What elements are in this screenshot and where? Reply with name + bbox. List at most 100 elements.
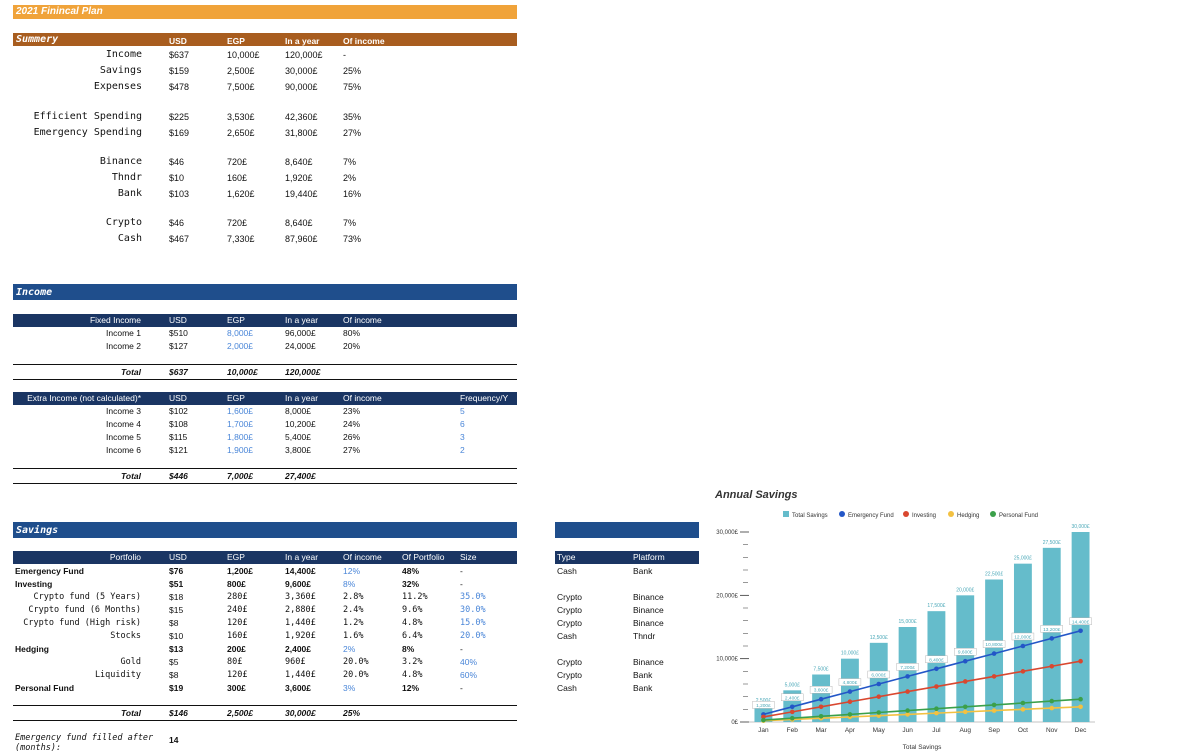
egp-cell: 8,000£ [227,328,253,338]
y-tick-label: 30,000£ [716,530,738,536]
table-row: Stocks $10 160£ 1,920£ 1.6% 6.4% 20.0% [13,630,517,643]
point-data-label: 9,600£ [958,650,973,656]
fixed-income-total-line [13,364,517,365]
extra-income-total-line [13,468,517,469]
summary-header: Summery USD EGP In a year Of income [13,33,517,46]
table-row-side: Crypto Binance [555,656,699,669]
savings-total-pct: 25% [343,708,361,718]
summary-usd-cell: $225 [169,112,190,122]
table-row: Income 2 $127 2,000£ 24,000£ 20% [13,340,517,353]
platform-cell: Binance [633,657,664,667]
bar-data-label: 22,500£ [985,572,1003,578]
portfolio-pct-cell: 4.8% [402,670,423,680]
series-line [763,706,1081,722]
size-cell: 15.0% [460,618,486,628]
income-section-bar: Income [13,284,517,300]
series-line [763,630,1081,716]
savings-header-type: Type [557,552,576,562]
summary-usd-cell: $637 [169,50,190,60]
savings-total-egp: 2,500£ [227,708,253,718]
income-section-title: Income [16,287,53,298]
series-point [934,710,939,716]
series-point [905,712,910,717]
series-point [1020,643,1026,649]
x-tick-label: Jul [932,727,941,734]
bar-data-label: 17,500£ [927,603,945,609]
summary-usd-cell: $46 [169,157,185,167]
savings-header-pct: Of income [343,552,382,562]
summary-usd-cell: $46 [169,218,185,228]
freq-cell: 5 [460,406,465,416]
egp-cell: 200£ [227,644,246,654]
year-cell: 3,600£ [285,683,311,693]
fixed-income-header-pct: Of income [343,315,382,325]
bar-data-label: 10,000£ [841,651,859,657]
usd-cell: $121 [169,445,188,455]
series-point [934,684,939,689]
legend-label: Personal Fund [999,513,1038,519]
point-label-box [1069,617,1092,626]
summary-usd-cell: $10 [169,173,185,183]
bar-data-label: 20,000£ [956,587,974,593]
summary-pct-cell: 7% [343,157,357,167]
series-point [789,715,795,721]
fixed-income-header-year: In a year [285,315,319,325]
table-row: Investing $51 800£ 9,600£ 8% 32% - [13,578,517,591]
plan-title-bar: 2021 Finincal Plan [13,5,517,19]
summary-year-cell: 8,640£ [285,157,313,167]
egp-cell: 80£ [227,657,243,667]
summary-row-label: Thndr [111,172,142,183]
annual-savings-chart: Total Savings Emergency Fund Investing Hedg… [716,511,1095,751]
x-tick-label: Jan [758,727,769,734]
summary-pct-cell: 73% [343,234,362,244]
pct-cell: 20.0% [343,670,369,680]
savings-total-usd: $146 [169,708,188,718]
savings-header-usd: USD [169,552,187,562]
row-label: Income 3 [106,406,141,416]
type-cell: Crypto [557,618,583,628]
extra-income-header-pct: Of income [343,393,382,403]
egp-cell: 280£ [227,592,248,602]
summary-year-cell: 90,000£ [285,82,318,92]
point-data-label: 8,400£ [929,657,944,663]
year-cell: 1,920£ [285,631,316,641]
series-point [789,704,795,710]
type-cell: Crypto [557,605,583,615]
pct-cell: 20% [343,341,361,351]
savings-bottom-line [13,720,517,721]
table-row-side: Crypto Bank [555,669,699,682]
portfolio-label: Crypto fund (High risk) [23,618,141,628]
egp-cell: 240£ [227,605,248,615]
usd-cell: $8 [169,670,179,680]
year-cell: 960£ [285,657,306,667]
extra-income-bottom-line [13,483,517,484]
egp-cell: 1,900£ [227,445,253,455]
portfolio-pct-cell: 6.4% [402,631,423,641]
summary-usd-cell: $103 [169,189,190,199]
portfolio-pct-cell: 12% [402,683,420,693]
type-cell: Crypto [557,670,583,680]
row-label: Income 2 [106,341,141,351]
usd-cell: $10 [169,631,184,641]
table-row-side [555,643,699,656]
freq-cell: 2 [460,445,465,455]
summary-year-cell: 19,440£ [285,189,318,199]
fixed-total-egp: 10,000£ [227,367,258,377]
year-cell: 3,800£ [285,445,311,455]
series-point [1049,698,1055,704]
point-label-box [925,655,948,664]
pct-cell: 80% [343,328,361,338]
extra-total-usd: $446 [169,471,188,481]
year-cell: 96,000£ [285,328,316,338]
extra-income-header-freq: Frequency/Y [460,393,509,403]
series-point [847,712,853,717]
bar-data-label: 15,000£ [899,619,917,625]
summary-egp-cell: 7,500£ [227,82,255,92]
point-label-box [1040,625,1063,633]
savings-total-year: 30,000£ [285,708,316,718]
extra-income-header-egp: EGP [227,393,245,403]
table-row: Liquidity $8 120£ 1,440£ 20.0% 4.8% 60% [13,669,517,682]
usd-cell: $115 [169,432,188,442]
summary-year-cell: 87,960£ [285,234,318,244]
summary-row-label: Binance [99,156,142,167]
